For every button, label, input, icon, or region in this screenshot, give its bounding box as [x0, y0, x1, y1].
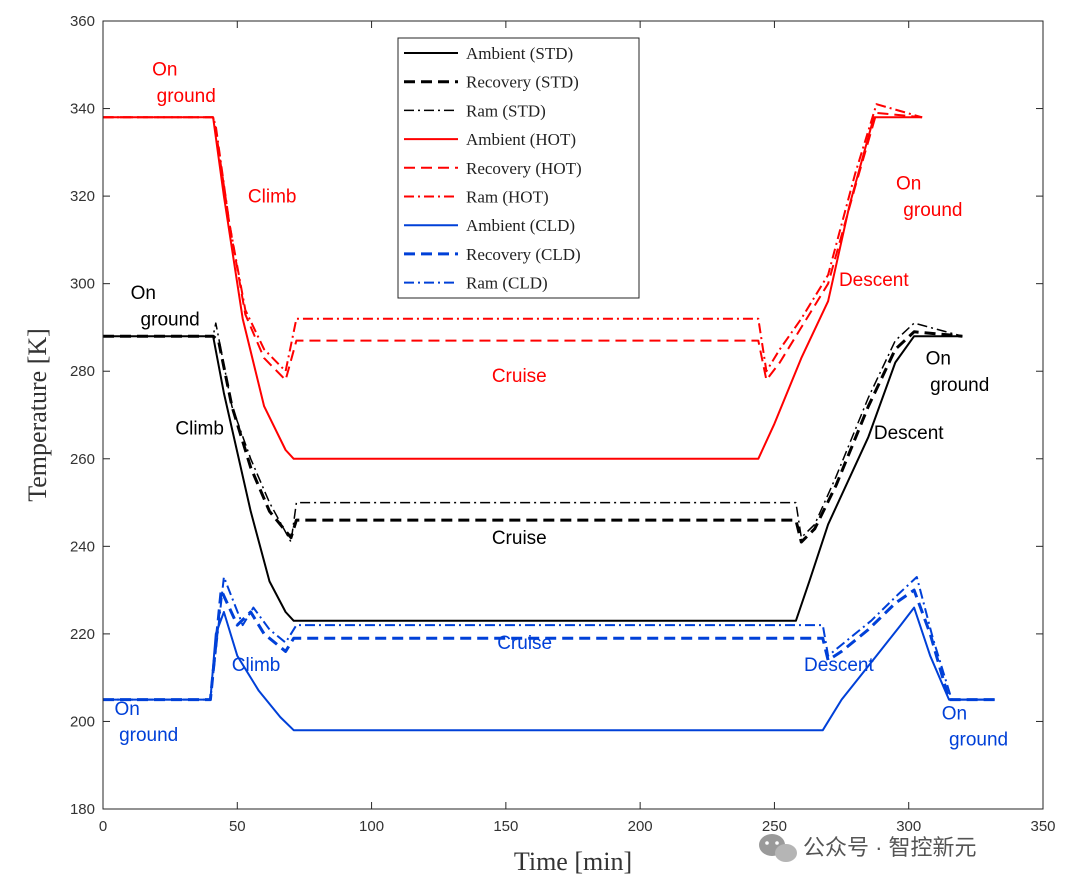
x-tick-label: 0 [99, 818, 107, 835]
x-tick-label: 100 [359, 818, 384, 835]
annotation-label: Climb [175, 419, 224, 440]
watermark: 公众号 · 智控新元 [759, 834, 977, 862]
annotation-label: On [896, 174, 921, 195]
x-tick-label: 300 [896, 818, 921, 835]
y-tick-label: 180 [70, 801, 95, 818]
annotations: On ground Climb Cruise Descent On ground On grou… [114, 60, 1008, 751]
wechat-icon [759, 834, 797, 862]
y-tick-label: 360 [70, 13, 95, 30]
annotation-label: On [114, 699, 139, 720]
legend-label: Ambient (STD) [466, 44, 573, 63]
annotation-label: ground [903, 200, 962, 221]
annotation-label: ground [930, 375, 989, 396]
annotation-label: Descent [804, 655, 874, 676]
x-axis-title: Time [min] [514, 847, 632, 876]
series-line-4 [103, 111, 923, 381]
annotation-label: ground [949, 730, 1008, 751]
legend-label: Ram (STD) [466, 101, 546, 120]
x-tick-label: 200 [628, 818, 653, 835]
series-line-2 [103, 322, 963, 543]
series-line-1 [103, 330, 963, 544]
y-tick-label: 240 [70, 538, 95, 555]
annotation-label: ground [119, 725, 178, 746]
annotation-label: Cruise [492, 366, 547, 387]
legend-label: Ram (CLD) [466, 274, 548, 293]
y-tick-label: 280 [70, 363, 95, 380]
annotation-label: Cruise [492, 528, 547, 549]
annotation-label: Descent [839, 270, 909, 291]
annotation-label: On [942, 703, 967, 724]
y-tick-label: 260 [70, 451, 95, 468]
series-line-6 [103, 606, 995, 732]
series-line-0 [103, 335, 963, 622]
x-tick-label: 50 [229, 818, 246, 835]
axes: 0 50 100 150 200 250 300 350 180 200 220 240 260 280 3… [70, 13, 1056, 835]
y-tick-label: 320 [70, 188, 95, 205]
legend-label: Ram (HOT) [466, 188, 549, 207]
legend: Ambient (STD) Recovery (STD) Ram (STD) Ambi… [397, 37, 640, 299]
series-line-8 [103, 576, 995, 701]
legend-label: Recovery (HOT) [466, 159, 582, 178]
annotation-label: Descent [874, 423, 944, 444]
annotation-label: ground [141, 309, 200, 330]
legend-label: Ambient (HOT) [466, 130, 576, 149]
series-line-7 [103, 588, 995, 702]
x-tick-label: 350 [1030, 818, 1055, 835]
watermark-text: 公众号 · 智控新元 [803, 835, 977, 860]
legend-label: Recovery (STD) [466, 73, 579, 92]
x-tick-label: 250 [762, 818, 787, 835]
annotation-label: Climb [232, 655, 281, 676]
y-axis-title: Temperature [K] [23, 328, 52, 502]
legend-label: Recovery (CLD) [466, 245, 581, 264]
annotation-label: On [152, 60, 177, 81]
annotation-label: ground [157, 86, 216, 107]
y-tick-label: 220 [70, 626, 95, 643]
series-lines [103, 103, 995, 732]
annotation-label: On [131, 283, 156, 304]
y-tick-label: 340 [70, 101, 95, 118]
plot-frame [102, 20, 1044, 810]
x-tick-label: 150 [493, 818, 518, 835]
series-line-5 [103, 103, 923, 373]
annotation-label: Cruise [497, 633, 552, 654]
y-tick-label: 200 [70, 713, 95, 730]
annotation-label: On [926, 349, 951, 370]
annotation-label: Climb [248, 187, 297, 208]
y-tick-label: 300 [70, 276, 95, 293]
legend-label: Ambient (CLD) [466, 216, 575, 235]
